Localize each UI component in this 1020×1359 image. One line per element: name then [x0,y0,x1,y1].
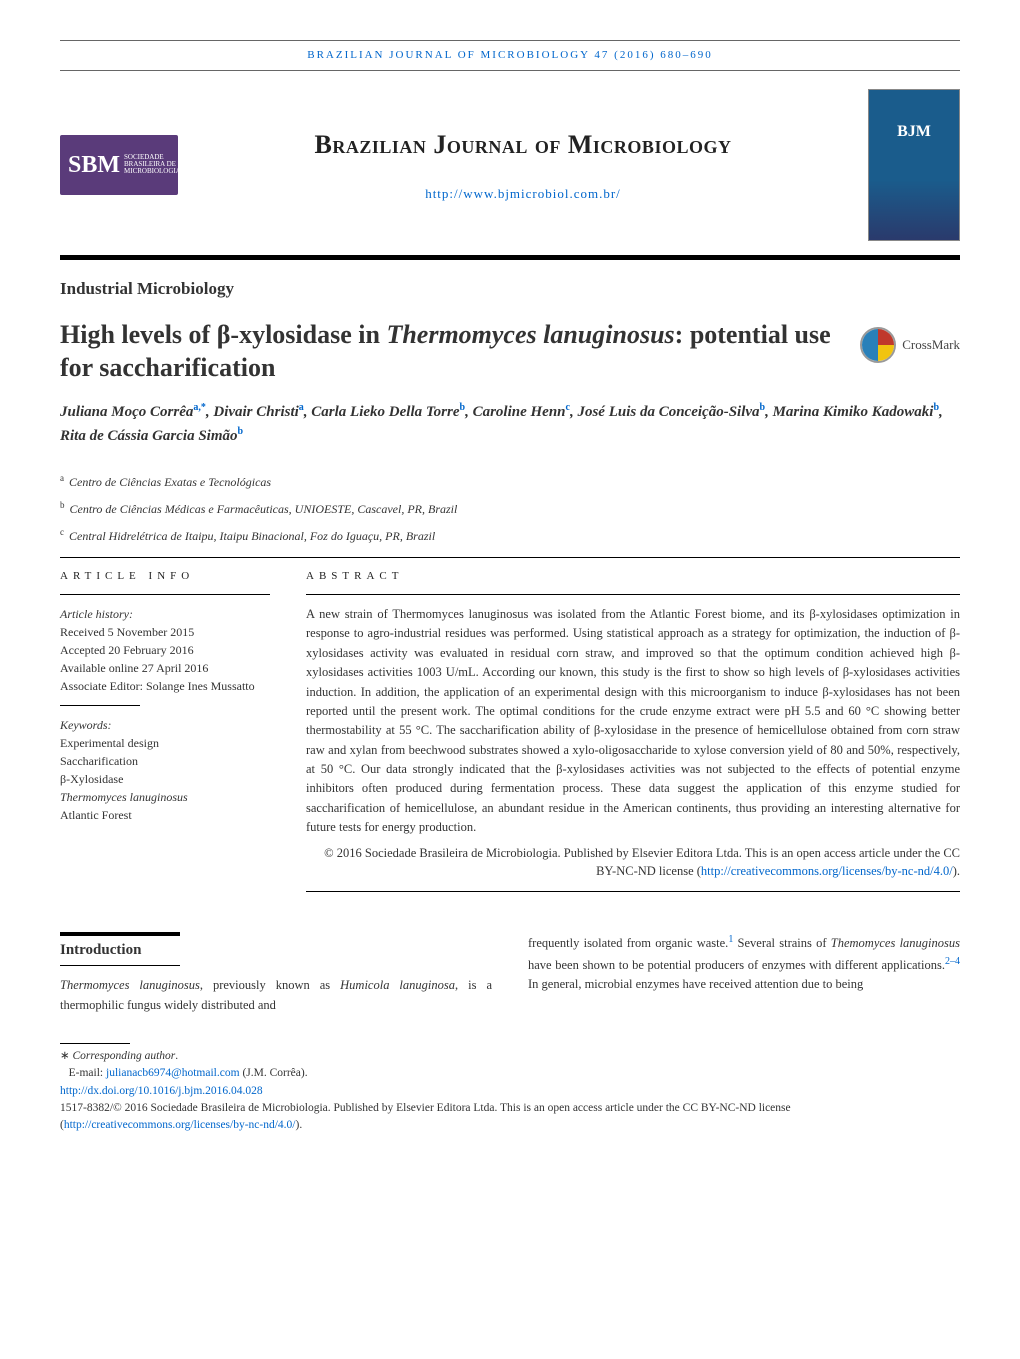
intro-col1: Thermomyces lanuginosus, previously know… [60,978,492,1011]
keyword: Saccharification [60,754,138,768]
sbm-logo-text: SBM [68,147,120,183]
footer-license-link[interactable]: http://creativecommons.org/licenses/by-n… [64,1119,296,1131]
info-rule-mid [60,705,140,706]
journal-title: Brazilian Journal of Microbiology [198,125,848,164]
keyword: Thermomyces lanuginosus [60,790,188,804]
col2-post: In general, microbial enzymes have recei… [528,977,863,991]
abstract-text: A new strain of Thermomyces lanuginosus … [306,605,960,838]
keyword: Atlantic Forest [60,808,132,822]
email-name: (J.M. Corrêa). [240,1067,308,1079]
crossmark-icon [860,327,896,363]
title-pre: High levels of β-xylosidase in [60,320,386,349]
affiliation-line: a Centro de Ciências Exatas e Tecnológic… [60,471,960,492]
crossmark-label: CrossMark [902,335,960,355]
info-rule-top [60,594,270,595]
copyright-post: ). [953,864,960,878]
article-history: Article history: Received 5 November 201… [60,605,270,695]
cover-thumbnail: BJM [868,89,960,241]
author-email-link[interactable]: julianacb6974@hotmail.com [106,1067,240,1079]
sbm-logo-sub: SOCIEDADE BRASILEIRA DE MICROBIOLOGIA [124,154,181,175]
info-abstract-row: ARTICLE INFO Article history: Received 5… [60,568,960,903]
journal-url-link[interactable]: http://www.bjmicrobiol.com.br/ [198,184,848,204]
issn-post: ). [296,1119,303,1131]
masthead: SBM SOCIEDADE BRASILEIRA DE MICROBIOLOGI… [60,89,960,241]
body-col-left: Introduction Thermomyces lanuginosus, pr… [60,932,492,1015]
section-label: Industrial Microbiology [60,276,960,302]
article-info-col: ARTICLE INFO Article history: Received 5… [60,568,270,903]
abstract-heading: ABSTRACT [306,568,960,585]
email-label: E-mail: [69,1067,106,1079]
crossmark-badge[interactable]: CrossMark [860,327,960,363]
history-label: Article history: [60,607,133,621]
keywords-label: Keywords: [60,718,112,732]
sbm-logo: SBM SOCIEDADE BRASILEIRA DE MICROBIOLOGI… [60,135,178,195]
affiliation-line: c Central Hidrelétrica de Itaipu, Itaipu… [60,525,960,546]
accepted-date: Accepted 20 February 2016 [60,643,194,657]
title-row: High levels of β-xylosidase in Thermomyc… [60,311,960,400]
footnotes: ∗ Corresponding author. E-mail: julianac… [60,1043,960,1134]
abstract-rule-top [306,594,960,595]
corresp-label: ∗ Corresponding author. [60,1050,178,1062]
intro-para-left: Thermomyces lanuginosus, previously know… [60,976,492,1015]
masthead-rule [60,255,960,260]
ref-2-4[interactable]: 2–4 [945,956,960,967]
title-ital: Thermomyces lanuginosus [386,320,674,349]
received-date: Received 5 November 2015 [60,625,194,639]
associate-editor: Associate Editor: Solange Ines Mussatto [60,679,255,693]
affil-rule [60,557,960,558]
license-link[interactable]: http://creativecommons.org/licenses/by-n… [701,864,953,878]
keyword: β-Xylosidase [60,772,123,786]
copyright-block: © 2016 Sociedade Brasileira de Microbiol… [306,844,960,882]
corresponding-author: ∗ Corresponding author. [60,1048,960,1065]
affiliation-line: b Centro de Ciências Médicas e Farmacêut… [60,498,960,519]
email-line: E-mail: julianacb6974@hotmail.com (J.M. … [60,1065,960,1082]
abstract-col: ABSTRACT A new strain of Thermomyces lan… [306,568,960,903]
online-date: Available online 27 April 2016 [60,661,208,675]
authors: Juliana Moço Corrêaa,*, Divair Christia,… [60,400,960,447]
introduction-heading: Introduction [60,932,180,966]
running-header: BRAZILIAN JOURNAL OF MICROBIOLOGY 47 (20… [60,40,960,71]
doi-link[interactable]: http://dx.doi.org/10.1016/j.bjm.2016.04.… [60,1085,263,1097]
masthead-center: Brazilian Journal of Microbiology http:/… [198,125,848,204]
footnote-rule [60,1043,130,1044]
abstract-rule-bot [306,891,960,892]
article-title: High levels of β-xylosidase in Thermomyc… [60,319,840,384]
affiliations: a Centro de Ciências Exatas e Tecnológic… [60,471,960,547]
body-col-right: frequently isolated from organic waste.1… [528,932,960,1015]
keywords-block: Keywords: Experimental design Saccharific… [60,716,270,824]
cover-bjm: BJM [897,120,931,144]
keyword: Experimental design [60,736,159,750]
article-info-heading: ARTICLE INFO [60,568,270,585]
issn-copyright: 1517-8382/© 2016 Sociedade Brasileira de… [60,1100,960,1135]
body-columns: Introduction Thermomyces lanuginosus, pr… [60,932,960,1015]
col2-pre: frequently isolated from organic waste. [528,936,728,950]
